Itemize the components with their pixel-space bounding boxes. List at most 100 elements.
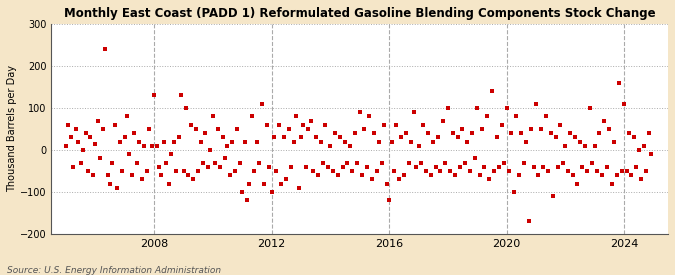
Point — [329, 131, 340, 135]
Point — [95, 156, 105, 161]
Point — [317, 160, 328, 165]
Point — [506, 131, 517, 135]
Point — [496, 123, 507, 127]
Point — [367, 177, 377, 182]
Point — [565, 131, 576, 135]
Point — [347, 169, 358, 173]
Point — [271, 169, 281, 173]
Point — [227, 139, 238, 144]
Point — [188, 177, 198, 182]
Point — [198, 160, 209, 165]
Point — [538, 164, 549, 169]
Point — [126, 173, 137, 177]
Point — [281, 177, 292, 182]
Point — [533, 173, 544, 177]
Point — [425, 173, 436, 177]
Point — [240, 139, 250, 144]
Point — [467, 131, 478, 135]
Point — [386, 139, 397, 144]
Point — [374, 139, 385, 144]
Point — [437, 118, 448, 123]
Point — [73, 139, 84, 144]
Point — [381, 181, 392, 186]
Point — [332, 173, 343, 177]
Point — [266, 190, 277, 194]
Point — [325, 144, 335, 148]
Point — [293, 186, 304, 190]
Point — [589, 144, 600, 148]
Point — [109, 123, 120, 127]
Point — [421, 169, 431, 173]
Point — [244, 181, 255, 186]
Point — [428, 139, 439, 144]
Point — [144, 127, 155, 131]
Point — [230, 169, 240, 173]
Point — [643, 131, 654, 135]
Point — [531, 101, 541, 106]
Point — [303, 127, 314, 131]
Point — [484, 177, 495, 182]
Point — [117, 169, 128, 173]
Point — [567, 173, 578, 177]
Point — [352, 160, 362, 165]
Point — [516, 131, 526, 135]
Point — [105, 181, 115, 186]
Point — [159, 139, 169, 144]
Point — [337, 164, 348, 169]
Point — [264, 164, 275, 169]
Point — [350, 131, 360, 135]
Point — [398, 173, 409, 177]
Point — [148, 93, 159, 98]
Point — [97, 127, 108, 131]
Point — [315, 139, 326, 144]
Point — [181, 106, 192, 110]
Point — [371, 169, 382, 173]
Point — [88, 173, 99, 177]
Point — [475, 173, 485, 177]
Point — [540, 114, 551, 119]
Point — [200, 131, 211, 135]
Text: Source: U.S. Energy Information Administration: Source: U.S. Energy Information Administ… — [7, 266, 221, 275]
Point — [122, 114, 132, 119]
Point — [572, 181, 583, 186]
Point — [323, 164, 333, 169]
Point — [195, 139, 206, 144]
Point — [580, 144, 591, 148]
Point — [156, 173, 167, 177]
Point — [406, 139, 416, 144]
Point — [286, 164, 296, 169]
Point — [440, 160, 451, 165]
Point — [173, 135, 184, 139]
Point — [124, 152, 135, 156]
Point — [90, 141, 101, 146]
Point — [186, 123, 196, 127]
Point — [619, 101, 630, 106]
Point — [560, 144, 571, 148]
Point — [448, 131, 458, 135]
Point — [212, 127, 223, 131]
Point — [119, 135, 130, 139]
Point — [599, 118, 610, 123]
Point — [68, 164, 79, 169]
Point — [631, 164, 642, 169]
Point — [614, 81, 624, 85]
Point — [146, 144, 157, 148]
Point — [487, 89, 497, 93]
Point — [176, 93, 186, 98]
Point — [310, 135, 321, 139]
Point — [107, 160, 118, 165]
Point — [112, 186, 123, 190]
Point — [276, 181, 287, 186]
Point — [435, 169, 446, 173]
Point — [63, 123, 74, 127]
Point — [389, 169, 400, 173]
Point — [396, 135, 407, 139]
Point — [587, 160, 597, 165]
Point — [641, 169, 651, 173]
Point — [521, 139, 532, 144]
Point — [601, 164, 612, 169]
Point — [251, 139, 262, 144]
Point — [183, 173, 194, 177]
Point — [413, 144, 424, 148]
Point — [452, 135, 463, 139]
